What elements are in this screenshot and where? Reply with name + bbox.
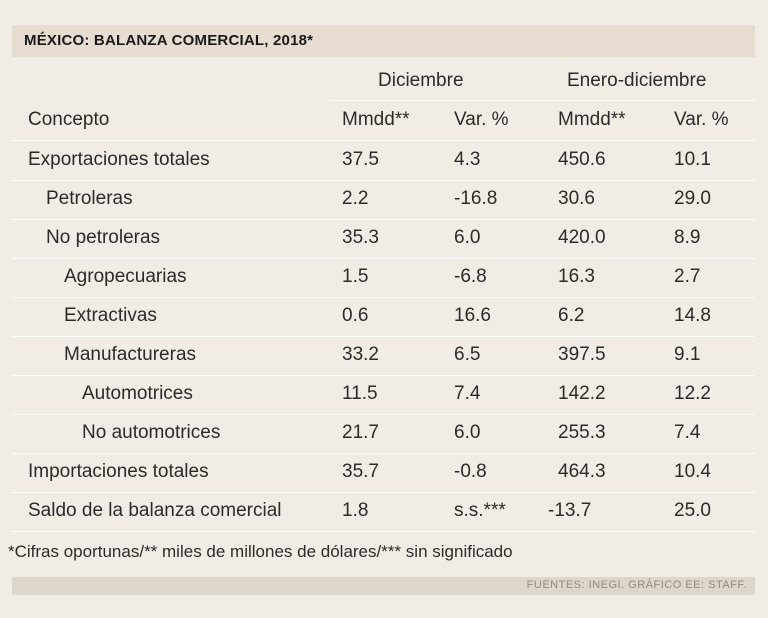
cell-dic-mmdd: 37.5 bbox=[342, 149, 379, 170]
cell-ene-mmdd: 464.3 bbox=[558, 461, 606, 482]
cell-ene-var: 14.8 bbox=[674, 305, 711, 326]
group-header-divider bbox=[330, 100, 755, 101]
table-row: No automotrices 21.7 6.0 255.3 7.4 bbox=[12, 414, 755, 454]
row-label: Petroleras bbox=[46, 188, 133, 209]
cell-dic-var: -0.8 bbox=[454, 461, 487, 482]
table-row: Saldo de la balanza comercial 1.8 s.s.**… bbox=[12, 492, 755, 532]
table-row: Importaciones totales 35.7 -0.8 464.3 10… bbox=[12, 453, 755, 493]
source-bar: FUENTES: INEGI. GRÁFICO EE: STAFF. bbox=[12, 577, 755, 595]
cell-ene-var: 25.0 bbox=[674, 500, 711, 521]
cell-dic-mmdd: 35.7 bbox=[342, 461, 379, 482]
cell-dic-mmdd: 11.5 bbox=[342, 383, 378, 404]
source-credit: FUENTES: INEGI. GRÁFICO EE: STAFF. bbox=[526, 579, 747, 591]
cell-dic-mmdd: 1.5 bbox=[342, 266, 369, 287]
column-header-row: Concepto Mmdd** Var. % Mmdd** Var. % bbox=[12, 101, 755, 141]
cell-dic-var: 7.4 bbox=[454, 383, 481, 404]
cell-dic-var: -6.8 bbox=[454, 266, 487, 287]
table-row: Automotrices 11.5 7.4 142.2 12.2 bbox=[12, 375, 755, 415]
row-label: Manufactureras bbox=[64, 344, 197, 365]
cell-dic-mmdd: 2.2 bbox=[342, 188, 369, 209]
cell-ene-var: 10.4 bbox=[674, 461, 711, 482]
footnote: *Cifras oportunas/** miles de millones d… bbox=[8, 542, 513, 561]
row-label: No automotrices bbox=[82, 422, 221, 443]
cell-dic-mmdd: 0.6 bbox=[342, 305, 369, 326]
table-row: Extractivas 0.6 16.6 6.2 14.8 bbox=[12, 297, 755, 337]
row-label: Agropecuarias bbox=[64, 266, 187, 287]
cell-dic-mmdd: 21.7 bbox=[342, 422, 379, 443]
cell-ene-mmdd: 16.3 bbox=[558, 266, 595, 287]
cell-ene-mmdd: 397.5 bbox=[558, 344, 606, 365]
cell-dic-mmdd: 1.8 bbox=[342, 500, 369, 521]
cell-ene-mmdd: 142.2 bbox=[558, 383, 606, 404]
row-label: Extractivas bbox=[64, 305, 157, 326]
cell-dic-var: 6.5 bbox=[454, 344, 481, 365]
cell-ene-var: 7.4 bbox=[674, 422, 701, 443]
column-header-ene-var: Var. % bbox=[674, 109, 729, 130]
cell-dic-var: 6.0 bbox=[454, 422, 481, 443]
cell-ene-var: 10.1 bbox=[674, 149, 711, 170]
row-label: Exportaciones totales bbox=[28, 149, 210, 170]
cell-dic-var: 6.0 bbox=[454, 227, 481, 248]
cell-ene-mmdd: 420.0 bbox=[558, 227, 606, 248]
row-label: Automotrices bbox=[82, 383, 193, 404]
row-label: Importaciones totales bbox=[28, 461, 209, 482]
column-header-ene-mmdd: Mmdd** bbox=[558, 109, 626, 130]
cell-ene-var: 2.7 bbox=[674, 266, 701, 287]
table-row: No petroleras 35.3 6.0 420.0 8.9 bbox=[12, 219, 755, 259]
cell-ene-mmdd: 6.2 bbox=[558, 305, 585, 326]
cell-ene-mmdd: 450.6 bbox=[558, 149, 606, 170]
group-header-year: Enero-diciembre bbox=[567, 70, 707, 91]
cell-ene-var: 8.9 bbox=[674, 227, 701, 248]
cell-ene-mmdd: 30.6 bbox=[558, 188, 595, 209]
row-label: Saldo de la balanza comercial bbox=[28, 500, 282, 521]
table-title: MÉXICO: BALANZA COMERCIAL, 2018* bbox=[24, 32, 314, 49]
title-bar: MÉXICO: BALANZA COMERCIAL, 2018* bbox=[12, 25, 755, 57]
row-label: No petroleras bbox=[46, 227, 161, 248]
cell-dic-var: 4.3 bbox=[454, 149, 481, 170]
cell-ene-var: 12.2 bbox=[674, 383, 711, 404]
cell-dic-var: s.s.*** bbox=[454, 500, 506, 521]
cell-ene-var: 29.0 bbox=[674, 188, 711, 209]
cell-ene-var: 9.1 bbox=[674, 344, 701, 365]
column-header-dic-mmdd: Mmdd** bbox=[342, 109, 410, 130]
cell-dic-var: 16.6 bbox=[454, 305, 491, 326]
group-header-december: Diciembre bbox=[378, 70, 464, 91]
table-row: Petroleras 2.2 -16.8 30.6 29.0 bbox=[12, 180, 755, 220]
cell-dic-mmdd: 35.3 bbox=[342, 227, 379, 248]
column-header-dic-var: Var. % bbox=[454, 109, 509, 130]
table-row: Exportaciones totales 37.5 4.3 450.6 10.… bbox=[12, 141, 755, 181]
cell-ene-mmdd: 255.3 bbox=[558, 422, 606, 443]
table-row: Agropecuarias 1.5 -6.8 16.3 2.7 bbox=[12, 258, 755, 298]
cell-ene-mmdd: -13.7 bbox=[548, 500, 592, 521]
cell-dic-var: -16.8 bbox=[454, 188, 498, 209]
table-row: Manufactureras 33.2 6.5 397.5 9.1 bbox=[12, 336, 755, 376]
column-header-concepto: Concepto bbox=[28, 109, 110, 130]
cell-dic-mmdd: 33.2 bbox=[342, 344, 379, 365]
